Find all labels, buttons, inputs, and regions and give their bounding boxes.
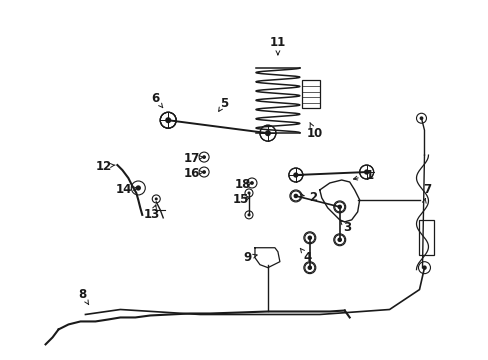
Circle shape	[293, 194, 297, 198]
Circle shape	[307, 235, 311, 240]
Text: 2: 2	[308, 192, 316, 204]
Circle shape	[165, 117, 171, 123]
Text: 10: 10	[306, 127, 322, 140]
Circle shape	[307, 266, 311, 270]
Text: 6: 6	[151, 92, 159, 105]
Circle shape	[363, 170, 368, 175]
Text: 12: 12	[95, 159, 111, 172]
Circle shape	[247, 213, 250, 216]
Text: 7: 7	[423, 184, 430, 197]
Text: 1: 1	[365, 168, 373, 181]
Circle shape	[337, 204, 341, 209]
Circle shape	[337, 238, 341, 242]
Circle shape	[249, 181, 253, 185]
Circle shape	[135, 185, 141, 190]
Text: 15: 15	[232, 193, 249, 206]
Circle shape	[202, 170, 205, 174]
Bar	[418, 220, 433, 255]
Bar	[301, 80, 319, 108]
Circle shape	[337, 205, 341, 209]
Text: 13: 13	[144, 208, 160, 221]
Circle shape	[419, 116, 423, 120]
Circle shape	[293, 172, 298, 178]
Text: 9: 9	[244, 251, 252, 264]
Circle shape	[307, 265, 311, 270]
Text: 16: 16	[183, 167, 200, 180]
Text: 11: 11	[269, 36, 285, 49]
Text: 14: 14	[116, 184, 132, 197]
Circle shape	[337, 238, 341, 242]
Circle shape	[421, 265, 426, 270]
Text: 18: 18	[234, 179, 251, 192]
Circle shape	[154, 197, 158, 201]
Text: 4: 4	[303, 251, 311, 264]
Circle shape	[293, 194, 298, 198]
Circle shape	[247, 192, 250, 194]
Text: 5: 5	[220, 97, 228, 110]
Circle shape	[202, 155, 205, 159]
Text: 8: 8	[78, 288, 86, 301]
Text: 17: 17	[183, 152, 200, 165]
Text: 3: 3	[343, 221, 351, 234]
Circle shape	[307, 236, 311, 240]
Circle shape	[264, 130, 270, 136]
